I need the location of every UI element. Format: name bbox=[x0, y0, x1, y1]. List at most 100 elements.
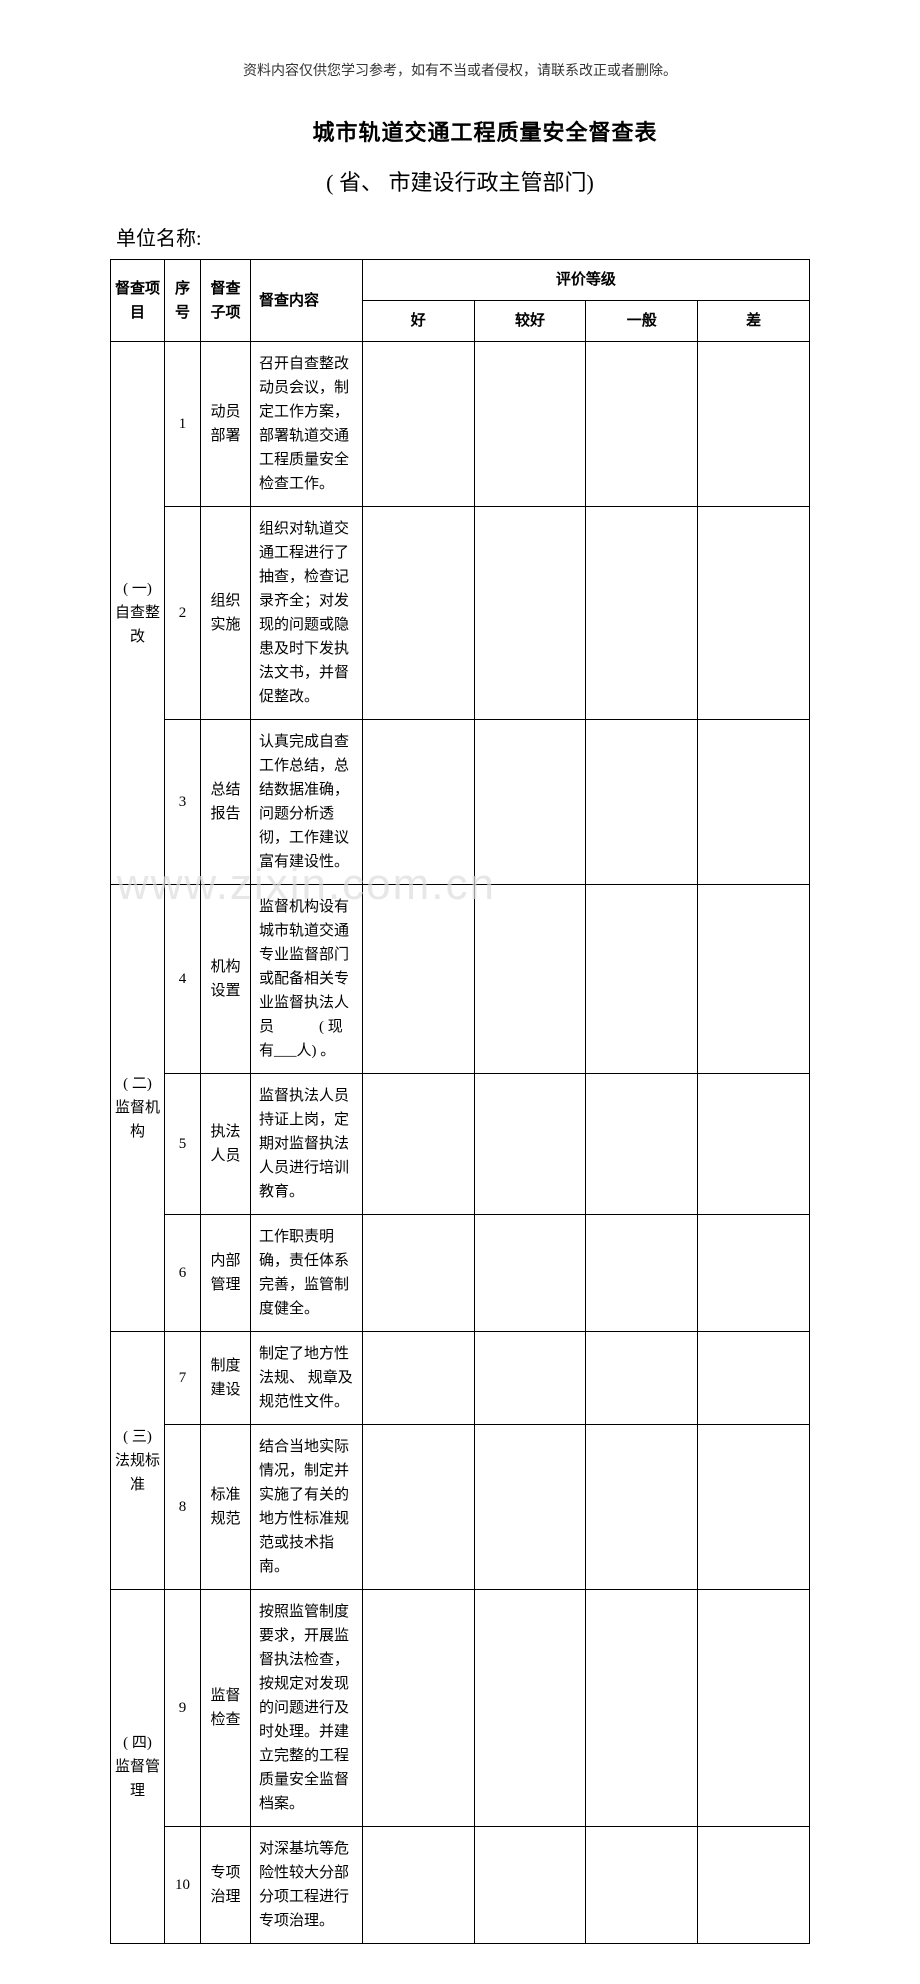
cell-subitem: 机构设置 bbox=[201, 885, 251, 1074]
cell-subitem: 制度建设 bbox=[201, 1332, 251, 1425]
cell-rating bbox=[698, 1215, 810, 1332]
cell-rating bbox=[474, 720, 586, 885]
cell-rating bbox=[698, 1332, 810, 1425]
cell-seq: 6 bbox=[165, 1215, 201, 1332]
cell-seq: 1 bbox=[165, 342, 201, 507]
table-row: ( 四) 监督管理9监督检查按照监管制度要求，开展监督执法检查，按规定对发现的问… bbox=[111, 1590, 810, 1827]
unit-name-label: 单位名称: bbox=[110, 222, 810, 251]
table-row: 2组织实施组织对轨道交通工程进行了抽查，检查记录齐全；对发现的问题或隐患及时下发… bbox=[111, 507, 810, 720]
header-rating-group: 评价等级 bbox=[362, 260, 809, 301]
cell-rating bbox=[586, 1074, 698, 1215]
inspection-table: 督查项目 序号 督查子项 督查内容 评价等级 好 较好 一般 差 ( 一) 自查… bbox=[110, 259, 810, 1944]
table-container: 督查项目 序号 督查子项 督查内容 评价等级 好 较好 一般 差 ( 一) 自查… bbox=[110, 259, 810, 1944]
cell-seq: 3 bbox=[165, 720, 201, 885]
cell-rating bbox=[586, 1332, 698, 1425]
cell-subitem: 组织实施 bbox=[201, 507, 251, 720]
cell-rating bbox=[474, 885, 586, 1074]
table-row: ( 二) 监督机构4机构设置监督机构设有城市轨道交通专业监督部门或配备相关专业监… bbox=[111, 885, 810, 1074]
header-subitem: 督查子项 bbox=[201, 260, 251, 342]
table-row: ( 三) 法规标准7制度建设制定了地方性法规、 规章及规范性文件。 bbox=[111, 1332, 810, 1425]
table-row: 3总结报告认真完成自查工作总结，总结数据准确，问题分析透彻，工作建议富有建设性。 bbox=[111, 720, 810, 885]
cell-subitem: 总结报告 bbox=[201, 720, 251, 885]
cell-rating bbox=[698, 507, 810, 720]
cell-rating bbox=[362, 1425, 474, 1590]
cell-content: 结合当地实际情况，制定并实施了有关的地方性标准规范或技术指南。 bbox=[251, 1425, 363, 1590]
cell-seq: 2 bbox=[165, 507, 201, 720]
cell-rating bbox=[362, 1215, 474, 1332]
cell-rating bbox=[474, 1215, 586, 1332]
table-row: 10专项治理对深基坑等危险性较大分部分项工程进行专项治理。 bbox=[111, 1827, 810, 1944]
cell-project: ( 二) 监督机构 bbox=[111, 885, 165, 1332]
cell-rating bbox=[474, 1590, 586, 1827]
cell-rating bbox=[474, 1074, 586, 1215]
cell-rating bbox=[698, 342, 810, 507]
title-sub: ( 省、 市建设行政主管部门) bbox=[110, 165, 810, 197]
cell-rating bbox=[586, 342, 698, 507]
cell-rating bbox=[362, 1332, 474, 1425]
table-row: 6内部管理工作职责明确，责任体系完善，监管制度健全。 bbox=[111, 1215, 810, 1332]
cell-rating bbox=[586, 885, 698, 1074]
cell-rating bbox=[698, 1425, 810, 1590]
cell-content: 按照监管制度要求，开展监督执法检查，按规定对发现的问题进行及时处理。并建立完整的… bbox=[251, 1590, 363, 1827]
cell-content: 组织对轨道交通工程进行了抽查，检查记录齐全；对发现的问题或隐患及时下发执法文书，… bbox=[251, 507, 363, 720]
cell-content: 认真完成自查工作总结，总结数据准确，问题分析透彻，工作建议富有建设性。 bbox=[251, 720, 363, 885]
cell-rating bbox=[362, 342, 474, 507]
cell-rating bbox=[586, 1215, 698, 1332]
cell-rating bbox=[362, 1074, 474, 1215]
cell-seq: 10 bbox=[165, 1827, 201, 1944]
cell-subitem: 动员部署 bbox=[201, 342, 251, 507]
cell-subitem: 标准规范 bbox=[201, 1425, 251, 1590]
header-rating-good: 好 bbox=[362, 301, 474, 342]
table-body: ( 一) 自查整改1动员部署召开自查整改动员会议，制定工作方案，部署轨道交通工程… bbox=[111, 342, 810, 1944]
cell-content: 制定了地方性法规、 规章及规范性文件。 bbox=[251, 1332, 363, 1425]
cell-content: 监督机构设有城市轨道交通专业监督部门或配备相关专业监督执法人员 ( 现有___人… bbox=[251, 885, 363, 1074]
cell-subitem: 专项治理 bbox=[201, 1827, 251, 1944]
cell-rating bbox=[474, 1827, 586, 1944]
cell-rating bbox=[586, 507, 698, 720]
table-row: 8标准规范结合当地实际情况，制定并实施了有关的地方性标准规范或技术指南。 bbox=[111, 1425, 810, 1590]
cell-rating bbox=[362, 885, 474, 1074]
cell-rating bbox=[474, 507, 586, 720]
cell-rating bbox=[698, 885, 810, 1074]
cell-seq: 8 bbox=[165, 1425, 201, 1590]
cell-rating bbox=[586, 1590, 698, 1827]
cell-content: 监督执法人员持证上岗，定期对监督执法人员进行培训教育。 bbox=[251, 1074, 363, 1215]
cell-rating bbox=[362, 1827, 474, 1944]
cell-rating bbox=[586, 720, 698, 885]
cell-rating bbox=[362, 507, 474, 720]
header-note: 资料内容仅供您学习参考，如有不当或者侵权，请联系改正或者删除。 bbox=[110, 60, 810, 80]
cell-rating bbox=[474, 1425, 586, 1590]
cell-seq: 5 bbox=[165, 1074, 201, 1215]
cell-rating bbox=[698, 1590, 810, 1827]
header-rating-better: 较好 bbox=[474, 301, 586, 342]
cell-seq: 7 bbox=[165, 1332, 201, 1425]
cell-rating bbox=[362, 1590, 474, 1827]
header-project: 督查项目 bbox=[111, 260, 165, 342]
cell-seq: 9 bbox=[165, 1590, 201, 1827]
cell-content: 对深基坑等危险性较大分部分项工程进行专项治理。 bbox=[251, 1827, 363, 1944]
cell-project: ( 一) 自查整改 bbox=[111, 342, 165, 885]
title-main: 城市轨道交通工程质量安全督查表 bbox=[110, 115, 810, 147]
cell-rating bbox=[586, 1425, 698, 1590]
cell-rating bbox=[362, 720, 474, 885]
table-row: ( 一) 自查整改1动员部署召开自查整改动员会议，制定工作方案，部署轨道交通工程… bbox=[111, 342, 810, 507]
cell-rating bbox=[698, 720, 810, 885]
cell-subitem: 监督检查 bbox=[201, 1590, 251, 1827]
cell-rating bbox=[586, 1827, 698, 1944]
cell-rating bbox=[474, 1332, 586, 1425]
header-rating-bad: 差 bbox=[698, 301, 810, 342]
cell-content: 召开自查整改动员会议，制定工作方案，部署轨道交通工程质量安全检查工作。 bbox=[251, 342, 363, 507]
cell-rating bbox=[474, 342, 586, 507]
cell-subitem: 内部管理 bbox=[201, 1215, 251, 1332]
cell-seq: 4 bbox=[165, 885, 201, 1074]
table-row: 5执法人员监督执法人员持证上岗，定期对监督执法人员进行培训教育。 bbox=[111, 1074, 810, 1215]
header-content: 督查内容 bbox=[251, 260, 363, 342]
cell-rating bbox=[698, 1074, 810, 1215]
cell-project: ( 三) 法规标准 bbox=[111, 1332, 165, 1590]
header-seq: 序号 bbox=[165, 260, 201, 342]
cell-subitem: 执法人员 bbox=[201, 1074, 251, 1215]
cell-content: 工作职责明确，责任体系完善，监管制度健全。 bbox=[251, 1215, 363, 1332]
header-rating-normal: 一般 bbox=[586, 301, 698, 342]
cell-project: ( 四) 监督管理 bbox=[111, 1590, 165, 1944]
cell-rating bbox=[698, 1827, 810, 1944]
